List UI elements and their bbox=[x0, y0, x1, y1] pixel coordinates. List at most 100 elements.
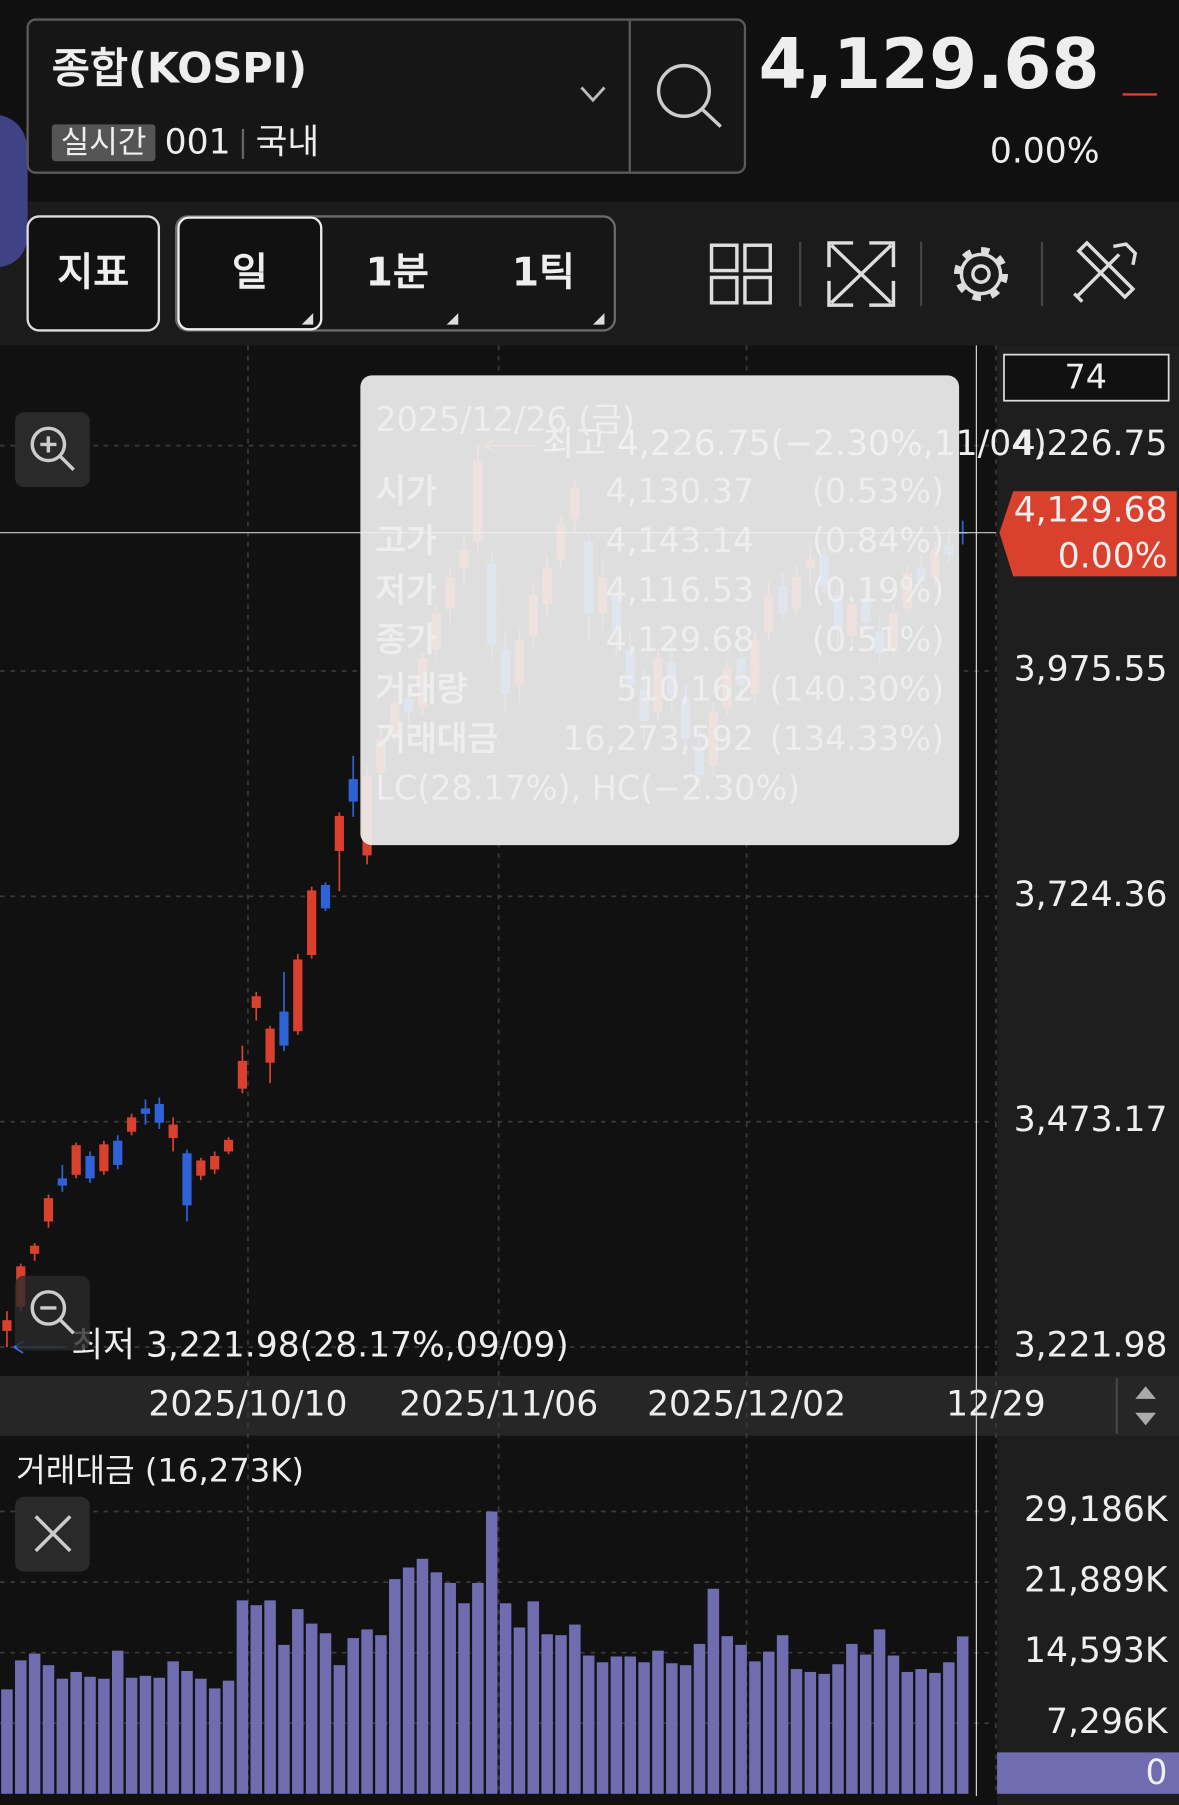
icon bbox=[1073, 240, 1138, 303]
tooltip-label: 시가 bbox=[375, 471, 437, 510]
volume-bar bbox=[292, 1609, 304, 1794]
volume-bar bbox=[305, 1623, 318, 1794]
candle-body bbox=[223, 1139, 234, 1152]
icon bbox=[953, 246, 1009, 302]
x-axis-band bbox=[0, 1375, 1179, 1436]
volume-bar bbox=[375, 1635, 387, 1794]
volume-bar bbox=[167, 1661, 179, 1794]
zoom-out-button[interactable] bbox=[14, 1275, 90, 1351]
top-badge-frame bbox=[1003, 353, 1170, 402]
candle-body bbox=[126, 1117, 137, 1132]
code: 001 bbox=[165, 122, 231, 162]
volume-bar bbox=[582, 1655, 595, 1794]
volume-bar bbox=[181, 1670, 193, 1794]
volume-bar bbox=[56, 1678, 69, 1794]
volume-bar bbox=[652, 1650, 664, 1794]
volume-bar bbox=[361, 1629, 373, 1794]
icon bbox=[971, 264, 991, 284]
volume-bar bbox=[721, 1636, 733, 1794]
volume-bar bbox=[208, 1688, 221, 1794]
icon bbox=[743, 275, 772, 305]
candle-body bbox=[210, 1155, 220, 1170]
volume-bar bbox=[776, 1635, 789, 1794]
y-tick-label: 3,975.55 bbox=[1014, 649, 1168, 689]
volume-bar bbox=[278, 1644, 290, 1794]
volume-bar bbox=[804, 1671, 817, 1794]
tooltip-change: (0.53%) bbox=[812, 471, 944, 510]
side-handle[interactable] bbox=[0, 115, 28, 268]
x-tick-label: 2025/10/10 bbox=[148, 1384, 347, 1424]
volume-bar bbox=[28, 1653, 41, 1794]
button-label: 1분 bbox=[366, 251, 429, 296]
zoom-in-button[interactable] bbox=[14, 412, 90, 488]
icon bbox=[30, 1290, 67, 1326]
chevron bbox=[580, 86, 606, 103]
button-label: 지표 bbox=[57, 251, 129, 296]
settings-button[interactable] bbox=[953, 246, 1009, 302]
candle-body bbox=[334, 815, 344, 851]
search-icon bbox=[701, 108, 722, 128]
candle-body bbox=[196, 1160, 206, 1176]
candle-body bbox=[154, 1103, 164, 1123]
close-indicator-button[interactable] bbox=[14, 1496, 90, 1572]
period-button[interactable]: 일 bbox=[177, 216, 323, 331]
annotation: 최저 3,221.98(28.17%,09/09) bbox=[71, 1326, 568, 1366]
volume-bar bbox=[84, 1676, 96, 1794]
icon bbox=[40, 436, 75, 471]
candle-body bbox=[168, 1124, 178, 1139]
tooltip-value: 16,273,592 bbox=[563, 719, 754, 758]
fullscreen-button[interactable] bbox=[827, 241, 896, 307]
candle-body bbox=[113, 1140, 123, 1165]
candle-body bbox=[140, 1108, 151, 1114]
candle-body bbox=[279, 1011, 289, 1046]
y-tick-label: 4,226.75 bbox=[1014, 424, 1168, 464]
tag: 실시간 bbox=[61, 125, 147, 161]
tooltip-change: (0.51%) bbox=[812, 620, 944, 659]
tooltip-value: 4,130.37 bbox=[606, 471, 755, 510]
market: 국내 bbox=[256, 122, 320, 162]
tooltip bbox=[360, 375, 960, 846]
layout-button[interactable] bbox=[709, 243, 772, 305]
volume-bar bbox=[458, 1603, 470, 1794]
volume-bar bbox=[416, 1558, 429, 1794]
x-tick-label: 2025/12/02 bbox=[647, 1384, 846, 1424]
period-button[interactable]: 1분 bbox=[366, 251, 459, 325]
volume-bar bbox=[111, 1650, 124, 1794]
y-tick-label: 3,221.98 bbox=[1014, 1326, 1168, 1366]
y-tick-label: 14,593K bbox=[1024, 1631, 1169, 1671]
tools-button[interactable] bbox=[1073, 240, 1138, 303]
tooltip-change: (134.33%) bbox=[770, 719, 945, 758]
button-frame bbox=[26, 215, 161, 332]
scroll-button[interactable] bbox=[1115, 1378, 1156, 1434]
tooltip-value: 4,143.14 bbox=[606, 521, 755, 560]
volume-bar bbox=[596, 1662, 609, 1794]
icon bbox=[1135, 1386, 1156, 1426]
tooltip-change: (140.30%) bbox=[770, 669, 945, 708]
period-button[interactable]: 1틱 bbox=[512, 251, 605, 325]
volume-bar bbox=[735, 1644, 747, 1794]
tooltip-label: 고가 bbox=[375, 521, 437, 560]
volume-bar bbox=[139, 1675, 152, 1794]
corner-mark bbox=[301, 313, 314, 325]
volume-bar bbox=[1, 1689, 13, 1794]
volume-bar bbox=[624, 1656, 637, 1794]
current-price-box bbox=[999, 491, 1177, 577]
symbol-selector[interactable]: 종합(KOSPI) 실시간 001 국내 bbox=[26, 18, 747, 174]
symbol-name: 종합(KOSPI) bbox=[52, 44, 307, 92]
volume-bar bbox=[956, 1636, 969, 1794]
search-button[interactable] bbox=[656, 63, 722, 128]
icon bbox=[827, 241, 896, 307]
volume-bar bbox=[333, 1665, 346, 1794]
y-tick-label: 3,473.17 bbox=[1014, 1100, 1168, 1140]
volume-bar bbox=[444, 1582, 456, 1794]
candle-body bbox=[99, 1144, 109, 1172]
candle-body bbox=[85, 1155, 95, 1179]
icon bbox=[743, 243, 772, 273]
tooltip-change: (0.19%) bbox=[812, 570, 944, 609]
indicator-button[interactable]: 지표 bbox=[26, 215, 161, 332]
volume-bar bbox=[15, 1660, 27, 1794]
candle-body bbox=[251, 996, 261, 1008]
candle-body bbox=[182, 1153, 192, 1206]
